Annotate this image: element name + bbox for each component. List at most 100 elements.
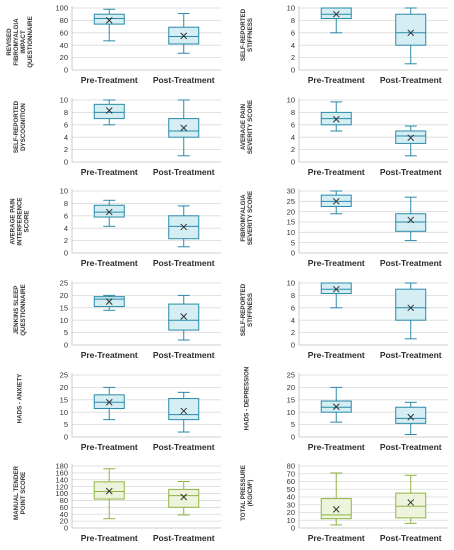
mean-marker [332, 198, 340, 206]
y-tick-label: 15 [287, 395, 295, 404]
x-category-label: Pre-Treatment [81, 442, 138, 452]
y-tick-label: 10 [287, 228, 295, 237]
y-tick-label: 6 [291, 303, 295, 312]
box-plot-post [395, 401, 427, 435]
box-plot-svg: 0 5 10 15 20 25 Pre-Treatment Post-Treatment [60, 370, 221, 452]
box-plot-post [395, 125, 427, 156]
box-plot-post [395, 282, 427, 340]
y-tick-label: 0 [291, 524, 295, 533]
box-plot-pre [320, 472, 352, 526]
box-plot-panel: SELF-REPORTED STIFFNESS 0 2 4 6 8 10 Pre-Treatm… [227, 275, 454, 367]
mean-marker [407, 134, 415, 141]
y-tick-label: 10 [60, 187, 68, 196]
box-plot-pre [93, 99, 125, 125]
y-tick-label: 15 [60, 303, 68, 312]
x-category-label: Pre-Treatment [308, 533, 365, 543]
y-tick-label: 40 [287, 493, 295, 502]
y-tick-label: 20 [60, 291, 68, 300]
mean-marker [180, 124, 188, 131]
y-tick-label: 20 [60, 517, 68, 526]
y-tick-label: 0 [64, 157, 68, 166]
y-tick-label: 30 [287, 187, 295, 196]
y-tick-label: 2 [291, 53, 295, 62]
x-category-label: Post-Treatment [380, 350, 442, 360]
mean-marker [105, 17, 113, 24]
x-category-label: Pre-Treatment [308, 350, 365, 360]
box-plot-panel: SELF-REPORTED STIFFNESS 0 2 4 6 8 10 Pre-Treatm… [227, 0, 454, 92]
y-tick-label: 10 [287, 279, 295, 288]
y-tick-label: 160 [56, 469, 68, 478]
y-tick-label: 2 [64, 145, 68, 154]
x-category-label: Post-Treatment [153, 442, 215, 452]
box-plot-svg: 0 5 10 15 20 25 Pre-Treatment Post-Treatment [287, 370, 448, 452]
x-category-label: Pre-Treatment [81, 258, 138, 268]
y-tick-label: 4 [291, 132, 295, 141]
y-tick-label: 6 [291, 120, 295, 129]
mean-marker [332, 10, 340, 18]
y-tick-label: 20 [60, 53, 68, 62]
y-tick-label: 4 [291, 41, 295, 50]
x-category-label: Post-Treatment [153, 350, 215, 360]
iqr-box [168, 397, 200, 420]
mean-marker [180, 407, 188, 414]
x-category-label: Pre-Treatment [308, 442, 365, 452]
y-tick-label: 20 [60, 383, 68, 392]
box-plot-panel: HADS - DEPRESSION 0 5 10 15 20 25 Pre-Treatment… [227, 366, 454, 459]
box-plot-pre [320, 386, 352, 423]
box-plot-pre [93, 8, 125, 42]
mean-marker [407, 304, 415, 312]
y-tick-label: 80 [287, 462, 295, 471]
y-tick-label: 8 [291, 108, 295, 117]
y-tick-label: 40 [60, 510, 68, 519]
mean-marker [105, 298, 113, 305]
mean-marker [180, 32, 188, 40]
x-category-label: Post-Treatment [380, 258, 442, 268]
mean-marker [407, 499, 415, 507]
x-category-label: Post-Treatment [153, 167, 215, 177]
y-tick-label: 25 [287, 197, 295, 206]
y-tick-label: 0 [291, 432, 295, 441]
y-tick-label: 5 [64, 420, 68, 429]
y-tick-label: 25 [287, 370, 295, 379]
box-plot-pre [93, 200, 125, 228]
iqr-box [93, 205, 125, 218]
iqr-box [320, 282, 352, 295]
y-tick-label: 180 [56, 462, 68, 471]
box-plot-pre [320, 101, 352, 132]
x-category-label: Pre-Treatment [81, 533, 138, 543]
box-plot-post [168, 205, 200, 248]
y-tick-label: 10 [60, 407, 68, 416]
box-plot-panel: MANUAL TENDER POINT SCORE 0 20 40 60 80 100 120… [0, 458, 227, 550]
mean-marker [407, 29, 415, 37]
iqr-box [93, 103, 125, 119]
box-plot-pre [93, 294, 125, 311]
y-tick-label: 10 [287, 407, 295, 416]
iqr-box [395, 406, 427, 424]
mean-marker [105, 488, 113, 495]
y-tick-label: 20 [287, 383, 295, 392]
y-tick-label: 4 [64, 132, 68, 141]
box-plot-svg: 0 2 4 6 8 10 Pre-Treatment Post-Treatment [287, 4, 448, 85]
box-plot-svg: 0 2 4 6 8 10 Pre-Treatment Post-Treatment [60, 187, 221, 268]
y-tick-label: 15 [60, 395, 68, 404]
y-tick-label: 25 [60, 370, 68, 379]
y-tick-label: 10 [287, 516, 295, 525]
y-tick-label: 25 [60, 279, 68, 288]
y-tick-label: 6 [291, 28, 295, 37]
iqr-box [320, 7, 352, 20]
x-category-label: Pre-Treatment [81, 167, 138, 177]
y-tick-label: 40 [60, 41, 68, 50]
y-tick-label: 60 [60, 503, 68, 512]
y-tick-label: 2 [64, 237, 68, 246]
y-tick-label: 4 [64, 224, 68, 233]
box-plot-panel: TOTAL PRESSURE (KG/CM²) 0 10 20 30 40 50 60 70 80… [227, 458, 454, 550]
y-tick-label: 5 [291, 239, 295, 248]
mean-marker [332, 285, 340, 293]
y-tick-label: 0 [291, 249, 295, 258]
box-plot-panel: AVERAGE PAIN INTERFERENCE SCORE 0 2 4 6 8 10 Pr… [0, 183, 227, 275]
box-plot-pre [320, 282, 352, 309]
iqr-box [320, 498, 352, 520]
box-plot-panel: JENKINS SLEEP QUESTIONNAIRE 0 5 10 15 20 25 Pre… [0, 275, 227, 367]
x-category-label: Pre-Treatment [81, 350, 138, 360]
